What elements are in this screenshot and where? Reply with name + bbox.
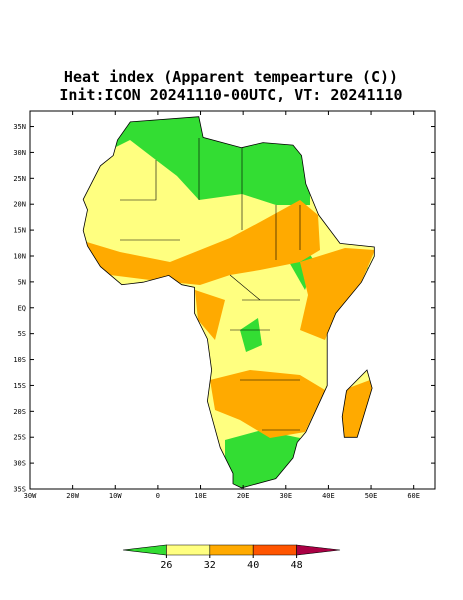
x-tick-label: 10W [109, 492, 122, 500]
colorbar-segment [296, 544, 341, 556]
y-tick-label: 20N [13, 201, 26, 209]
y-tick-label: 35S [13, 486, 26, 494]
y-tick-label: 30S [13, 460, 26, 468]
y-tick-label: 10S [13, 356, 26, 364]
y-tick-label: 15S [13, 382, 26, 390]
borders [120, 138, 301, 431]
x-tick-label: 30E [279, 492, 292, 500]
x-tick-label: 20E [237, 492, 250, 500]
colorbar-label: 40 [247, 560, 259, 571]
x-tick-label: 30W [24, 492, 37, 500]
colorbar-segment [122, 544, 167, 556]
colorbar-segment [252, 544, 297, 556]
coastline [82, 116, 375, 489]
colorbar-segment [166, 544, 211, 556]
colorbar-label: 48 [291, 560, 303, 571]
x-tick-label: 40E [322, 492, 335, 500]
colorbar-segment [209, 544, 254, 556]
colorbar-label: 32 [204, 560, 216, 571]
y-tick-label: 15N [13, 227, 26, 235]
y-tick-label: 25N [13, 175, 26, 183]
y-tick-label: EQ [18, 304, 26, 312]
y-tick-label: 25S [13, 434, 26, 442]
x-tick-label: 20W [66, 492, 79, 500]
y-tick-label: 10N [13, 252, 26, 260]
x-tick-label: 10E [194, 492, 207, 500]
y-tick-label: 20S [13, 408, 26, 416]
subtitle: Init:ICON 20241110-00UTC, VT: 20241110 [59, 86, 402, 104]
x-tick-label: 50E [365, 492, 378, 500]
y-tick-label: 35N [13, 123, 26, 131]
x-tick-label: 0 [156, 492, 160, 500]
y-tick-label: 5S [18, 330, 26, 338]
y-tick-label: 5N [18, 278, 26, 286]
x-tick-label: 60E [407, 492, 420, 500]
y-tick-label: 30N [13, 149, 26, 157]
colorbar-label: 26 [160, 560, 172, 571]
title: Heat index (Apparent tempearture (C)) [64, 68, 398, 86]
